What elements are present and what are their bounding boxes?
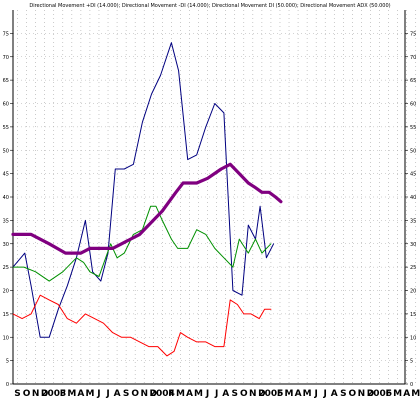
x-tick-label: J [313, 389, 317, 399]
y-tick-label: 65 [410, 78, 416, 84]
x-tick-label: N [358, 389, 366, 399]
y-tick-label: 40 [3, 195, 9, 201]
grid [13, 10, 417, 385]
y-tick-label: 60 [410, 102, 416, 108]
x-tick-label: F [277, 389, 283, 399]
x-tick-label: A [222, 389, 229, 399]
y-tick-label: 55 [410, 125, 416, 131]
x-tick-label: 2005 [258, 389, 283, 399]
x-tick-label: D [367, 389, 374, 399]
y-tick-label: 50 [3, 148, 9, 154]
x-tick-label: A [403, 389, 410, 399]
x-tick-label: S [231, 389, 237, 399]
y-tick-label: 40 [410, 195, 416, 201]
x-tick-label: 2006 [367, 389, 392, 399]
x-tick-label: S [123, 389, 129, 399]
x-tick-label: F [168, 389, 174, 399]
x-tick-label: 2004 [150, 389, 175, 399]
y-axis-right: 0 5 10 15 20 25 30 35 40 45 50 55 60 65 70 75 [405, 31, 416, 388]
x-tick-label: N [249, 389, 257, 399]
x-tick-label: N [140, 389, 148, 399]
x-tick-label: A [114, 389, 121, 399]
y-axis-left: 0 5 10 15 20 25 30 35 40 45 50 55 60 65 70 75 [3, 31, 13, 388]
x-tick-label: F [385, 389, 391, 399]
x-tick-label: D [41, 389, 48, 399]
x-tick-label: D [150, 389, 157, 399]
x-tick-label: O [349, 389, 357, 399]
y-tick-label: 20 [3, 289, 9, 295]
y-tick-label: 10 [410, 335, 416, 341]
y-tick-label: 70 [410, 55, 416, 61]
x-tick-label: M [393, 389, 402, 399]
y-tick-label: 35 [410, 218, 416, 224]
x-tick-label: 2003 [41, 389, 66, 399]
x-tick-label: S [14, 389, 20, 399]
x-tick-label: D [258, 389, 265, 399]
y-tick-label: 0 [410, 382, 413, 388]
y-tick-label: 60 [3, 102, 9, 108]
series-line-1 [12, 42, 275, 338]
x-tick-label: O [23, 389, 31, 399]
y-tick-label: 25 [410, 265, 416, 271]
y-tick-label: 50 [410, 148, 416, 154]
x-tick-label: M [85, 389, 94, 399]
x-tick-label: S [340, 389, 346, 399]
y-tick-label: 45 [3, 172, 9, 178]
y-tick-label: 20 [410, 289, 416, 295]
x-tick-label: A [186, 389, 193, 399]
y-tick-label: 55 [3, 125, 9, 131]
x-tick-label: M [67, 389, 76, 399]
y-tick-label: 65 [3, 78, 9, 84]
y-tick-label: 10 [3, 335, 9, 341]
x-tick-label: M [285, 389, 294, 399]
y-tick-label: 35 [3, 218, 9, 224]
x-tick-label: J [323, 389, 327, 399]
x-tick-label: M [176, 389, 185, 399]
y-tick-label: 30 [3, 242, 9, 248]
chart-title: Directional Movement +DI (14.000); Direc… [29, 3, 390, 9]
y-tick-label: 5 [410, 359, 413, 365]
x-tick-label: A [77, 389, 84, 399]
series-group [11, 42, 283, 357]
x-tick-label: J [205, 389, 209, 399]
y-tick-label: 5 [6, 359, 9, 365]
x-tick-label: O [131, 389, 139, 399]
y-tick-label: 70 [3, 55, 9, 61]
y-tick-label: 45 [410, 172, 416, 178]
y-tick-label: 25 [3, 265, 9, 271]
x-tick-label: M [194, 389, 203, 399]
x-tick-label: O [240, 389, 248, 399]
y-tick-label: 30 [410, 242, 416, 248]
x-tick-label: J [105, 389, 109, 399]
y-tick-label: 75 [410, 31, 416, 37]
series-line-3 [12, 294, 272, 357]
y-tick-label: 0 [6, 382, 9, 388]
x-tick-label: J [214, 389, 218, 399]
x-tick-label: A [331, 389, 338, 399]
x-tick-label: A [295, 389, 302, 399]
x-tick-label: J [96, 389, 100, 399]
x-tick-label: M [411, 389, 420, 399]
series-line-4 [11, 162, 283, 255]
x-tick-label: N [32, 389, 40, 399]
y-tick-label: 15 [410, 312, 416, 318]
series-line-2 [12, 205, 272, 282]
y-tick-label: 15 [3, 312, 9, 318]
y-tick-label: 75 [3, 31, 9, 37]
x-tick-label: M [303, 389, 312, 399]
x-tick-label: F [60, 389, 66, 399]
